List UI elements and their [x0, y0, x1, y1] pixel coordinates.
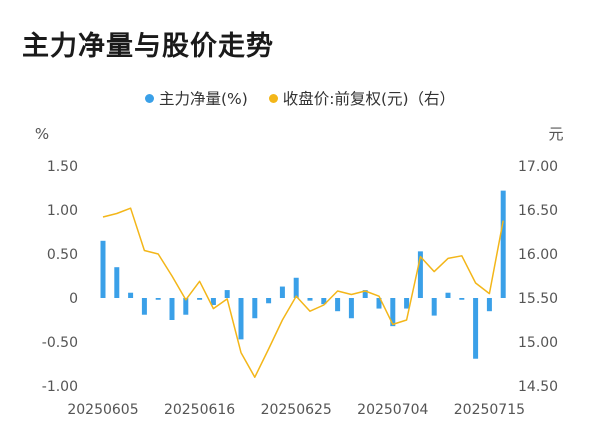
- net-volume-bar[interactable]: [390, 298, 396, 327]
- net-volume-bar[interactable]: [335, 298, 341, 312]
- legend-bar-swatch: [144, 94, 154, 103]
- left-axis-tick-label: 0: [69, 291, 78, 307]
- net-volume-bar[interactable]: [445, 292, 451, 298]
- net-volume-bar[interactable]: [266, 298, 272, 304]
- net-volume-bar[interactable]: [155, 298, 161, 300]
- net-volume-bar[interactable]: [417, 251, 423, 298]
- net-volume-bar[interactable]: [307, 298, 313, 301]
- x-axis-tick-label: 20250715: [454, 402, 525, 418]
- net-volume-bar[interactable]: [238, 298, 244, 340]
- net-volume-bar[interactable]: [252, 298, 258, 319]
- right-axis-tick-label: 16.00: [518, 247, 558, 263]
- legend-item-net-volume[interactable]: 主力净量(%): [144, 87, 248, 109]
- right-axis-tick-label: 15.50: [518, 291, 558, 307]
- chart-title: 主力净量与股价走势: [22, 31, 274, 62]
- right-axis-tick-label: 14.50: [518, 379, 558, 395]
- x-axis-tick-label: 20250625: [261, 402, 332, 418]
- legend-item-close-price[interactable]: 收盘价:前复权(元)（右）: [268, 87, 456, 109]
- left-axis-tick-label: -0.50: [42, 335, 78, 351]
- left-axis-tick-label: 1.00: [47, 203, 78, 219]
- net-volume-bar[interactable]: [376, 298, 382, 309]
- left-axis-tick-label: -1.00: [42, 379, 78, 395]
- x-axis-tick-label: 20250616: [164, 402, 235, 418]
- close-price-line[interactable]: [102, 207, 504, 378]
- right-axis-unit: 元: [548, 125, 563, 143]
- net-volume-bar[interactable]: [100, 240, 106, 298]
- legend-close-price-label: 收盘价:前复权(元)（右）: [282, 90, 456, 108]
- net-volume-bar[interactable]: [169, 298, 175, 320]
- net-volume-bar[interactable]: [197, 298, 203, 300]
- net-volume-bar[interactable]: [114, 267, 120, 298]
- net-volume-bar[interactable]: [183, 298, 189, 315]
- left-axis-tick-label: 0.50: [47, 247, 78, 263]
- net-volume-bar[interactable]: [473, 298, 479, 359]
- net-volume-bar[interactable]: [431, 298, 437, 316]
- x-axis-tick-label: 20250605: [67, 402, 138, 418]
- net-volume-bar[interactable]: [141, 298, 147, 315]
- net-volume-bar[interactable]: [500, 190, 506, 298]
- net-volume-bar[interactable]: [362, 290, 368, 298]
- net-volume-bar[interactable]: [348, 298, 354, 319]
- legend-line-swatch: [268, 94, 278, 103]
- net-volume-bar[interactable]: [486, 298, 492, 312]
- net-volume-bar[interactable]: [459, 298, 465, 300]
- net-volume-bar[interactable]: [293, 277, 299, 298]
- net-volume-bar[interactable]: [210, 298, 216, 306]
- net-volume-bar[interactable]: [321, 298, 327, 305]
- right-axis-tick-label: 15.00: [518, 335, 558, 351]
- legend: 主力净量(%) 收盘价:前复权(元)（右）: [0, 87, 600, 109]
- left-axis-unit: %: [35, 125, 49, 143]
- left-axis-tick-label: 1.50: [47, 159, 78, 175]
- right-axis-tick-label: 16.50: [518, 203, 558, 219]
- net-volume-bar[interactable]: [128, 292, 134, 298]
- x-axis-tick-label: 20250704: [357, 402, 428, 418]
- right-axis-tick-label: 17.00: [518, 159, 558, 175]
- net-volume-bar[interactable]: [279, 286, 285, 298]
- legend-net-volume-label: 主力净量(%): [158, 90, 248, 108]
- net-volume-bar[interactable]: [404, 298, 410, 309]
- net-volume-bar[interactable]: [224, 290, 230, 298]
